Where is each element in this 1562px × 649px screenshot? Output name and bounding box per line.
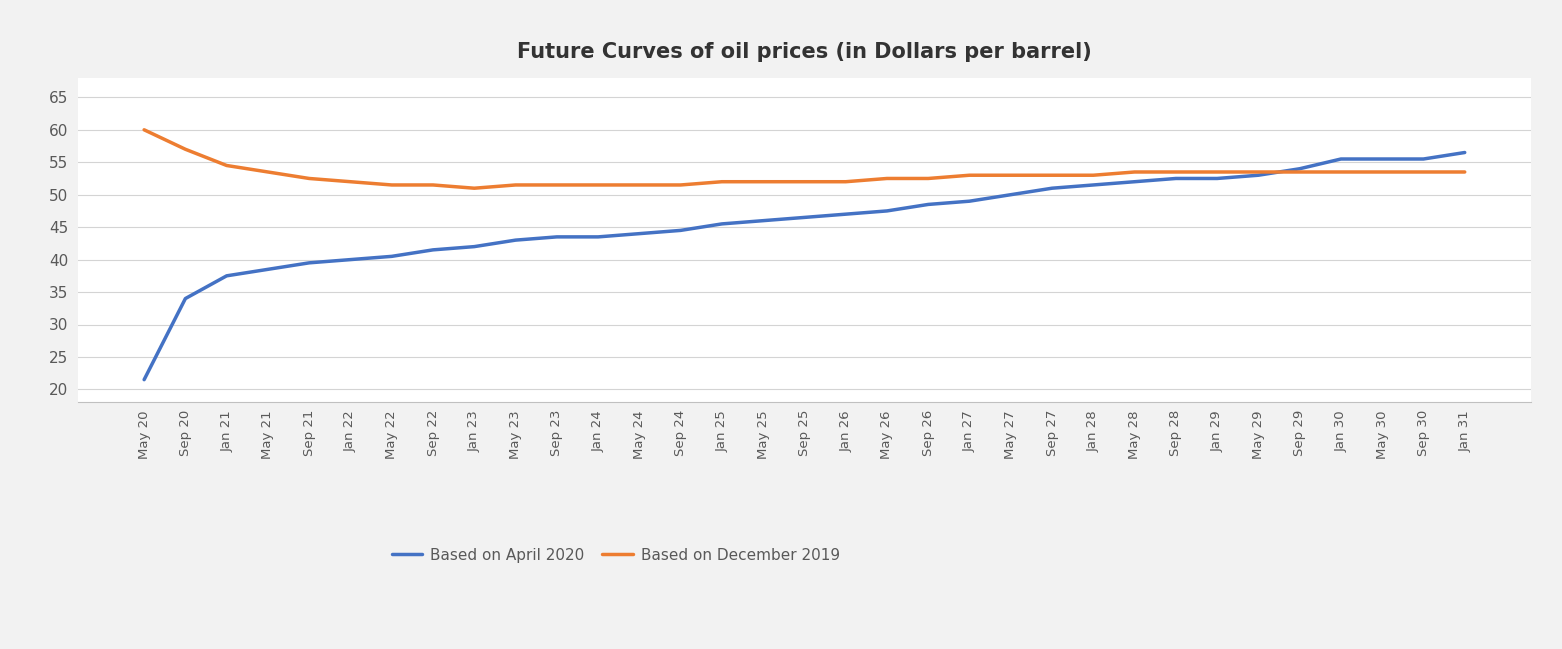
Based on April 2020 xyxy=(177,295,195,302)
Based on December 2019 xyxy=(1373,168,1392,176)
Based on December 2019 xyxy=(1084,171,1103,179)
Based on April 2020 xyxy=(1414,155,1432,163)
Based on December 2019 xyxy=(1250,168,1268,176)
Based on April 2020 xyxy=(341,256,359,263)
Title: Future Curves of oil prices (in Dollars per barrel): Future Curves of oil prices (in Dollars … xyxy=(517,42,1092,62)
Based on December 2019 xyxy=(1331,168,1350,176)
Based on December 2019 xyxy=(1290,168,1309,176)
Based on April 2020 xyxy=(754,217,773,225)
Based on December 2019 xyxy=(836,178,854,186)
Based on December 2019 xyxy=(547,181,565,189)
Based on April 2020 xyxy=(1331,155,1350,163)
Based on April 2020 xyxy=(961,197,979,205)
Based on April 2020 xyxy=(878,207,897,215)
Based on December 2019 xyxy=(383,181,401,189)
Based on April 2020 xyxy=(259,265,278,273)
Based on December 2019 xyxy=(300,175,319,182)
Based on April 2020 xyxy=(1456,149,1475,156)
Based on December 2019 xyxy=(629,181,648,189)
Based on December 2019 xyxy=(423,181,442,189)
Based on April 2020 xyxy=(383,252,401,260)
Based on April 2020 xyxy=(629,230,648,238)
Based on April 2020 xyxy=(1043,184,1062,192)
Based on April 2020 xyxy=(1084,181,1103,189)
Line: Based on April 2020: Based on April 2020 xyxy=(144,153,1465,380)
Based on April 2020 xyxy=(918,201,937,208)
Based on December 2019 xyxy=(589,181,608,189)
Based on December 2019 xyxy=(961,171,979,179)
Based on April 2020 xyxy=(836,210,854,218)
Based on April 2020 xyxy=(1250,171,1268,179)
Legend: Based on April 2020, Based on December 2019: Based on April 2020, Based on December 2… xyxy=(392,548,840,563)
Based on December 2019 xyxy=(1414,168,1432,176)
Based on April 2020 xyxy=(134,376,153,384)
Based on April 2020 xyxy=(465,243,484,251)
Based on April 2020 xyxy=(506,236,525,244)
Based on December 2019 xyxy=(177,145,195,153)
Based on December 2019 xyxy=(918,175,937,182)
Based on April 2020 xyxy=(1207,175,1226,182)
Based on April 2020 xyxy=(1167,175,1186,182)
Based on December 2019 xyxy=(1456,168,1475,176)
Based on December 2019 xyxy=(259,168,278,176)
Based on December 2019 xyxy=(1043,171,1062,179)
Based on April 2020 xyxy=(217,272,236,280)
Based on April 2020 xyxy=(589,233,608,241)
Line: Based on December 2019: Based on December 2019 xyxy=(144,130,1465,188)
Based on April 2020 xyxy=(547,233,565,241)
Based on December 2019 xyxy=(1167,168,1186,176)
Based on April 2020 xyxy=(795,214,814,221)
Based on April 2020 xyxy=(1125,178,1143,186)
Based on April 2020 xyxy=(1290,165,1309,173)
Based on December 2019 xyxy=(795,178,814,186)
Based on December 2019 xyxy=(1125,168,1143,176)
Based on April 2020 xyxy=(712,220,731,228)
Based on December 2019 xyxy=(1207,168,1226,176)
Based on December 2019 xyxy=(217,162,236,169)
Based on April 2020 xyxy=(672,227,690,234)
Based on December 2019 xyxy=(506,181,525,189)
Based on April 2020 xyxy=(1001,191,1020,199)
Based on December 2019 xyxy=(712,178,731,186)
Based on December 2019 xyxy=(672,181,690,189)
Based on December 2019 xyxy=(341,178,359,186)
Based on December 2019 xyxy=(1001,171,1020,179)
Based on April 2020 xyxy=(300,259,319,267)
Based on December 2019 xyxy=(134,126,153,134)
Based on April 2020 xyxy=(423,246,442,254)
Based on April 2020 xyxy=(1373,155,1392,163)
Based on December 2019 xyxy=(465,184,484,192)
Based on December 2019 xyxy=(754,178,773,186)
Based on December 2019 xyxy=(878,175,897,182)
